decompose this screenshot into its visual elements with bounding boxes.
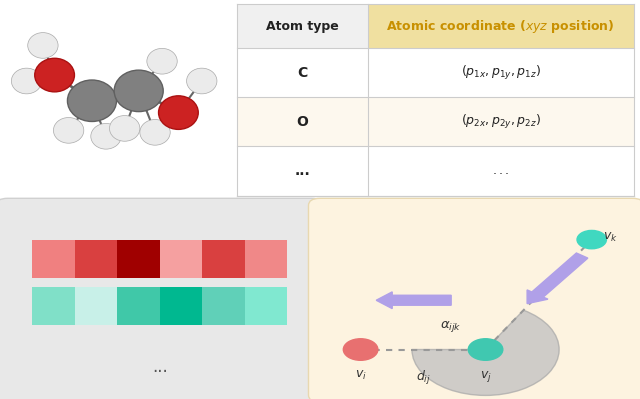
Text: $\alpha_{ijk}$: $\alpha_{ijk}$ <box>440 319 461 334</box>
Bar <box>117 287 160 325</box>
Text: $v_k$: $v_k$ <box>604 231 618 244</box>
Text: $(p_{2x}, p_{2y}, p_{2z})$: $(p_{2x}, p_{2y}, p_{2z})$ <box>461 113 541 131</box>
Bar <box>237 97 634 146</box>
Bar <box>244 239 287 278</box>
Bar <box>159 287 202 325</box>
Text: $d_{ij}$: $d_{ij}$ <box>415 369 431 387</box>
Bar <box>74 287 117 325</box>
Circle shape <box>468 339 503 360</box>
Bar <box>244 287 287 325</box>
Text: ...: ... <box>152 358 168 375</box>
Text: $v_j$: $v_j$ <box>479 369 492 384</box>
Wedge shape <box>412 310 559 395</box>
FancyArrow shape <box>376 292 451 309</box>
Circle shape <box>147 48 177 74</box>
Circle shape <box>577 231 607 249</box>
Text: Atom type: Atom type <box>266 20 339 32</box>
Text: C: C <box>297 65 307 80</box>
Circle shape <box>91 123 121 149</box>
Circle shape <box>159 96 198 129</box>
Bar <box>202 287 244 325</box>
Circle shape <box>53 118 84 143</box>
Text: $(p_{1x}, p_{1y}, p_{1z})$: $(p_{1x}, p_{1y}, p_{1z})$ <box>461 63 541 82</box>
Bar <box>237 4 368 48</box>
Bar <box>368 4 634 48</box>
Circle shape <box>140 120 170 145</box>
FancyArrow shape <box>527 253 588 304</box>
Circle shape <box>28 33 58 58</box>
Circle shape <box>109 116 140 141</box>
Circle shape <box>114 70 163 112</box>
Bar <box>32 287 74 325</box>
Text: ...: ... <box>294 164 310 178</box>
Circle shape <box>343 339 378 360</box>
FancyBboxPatch shape <box>0 198 323 399</box>
Circle shape <box>187 68 217 94</box>
Text: Atomic coordinate ($\it{xyz}$ position): Atomic coordinate ($\it{xyz}$ position) <box>387 18 615 35</box>
Bar <box>159 239 202 278</box>
Text: $v_i$: $v_i$ <box>355 369 367 382</box>
Bar <box>202 239 244 278</box>
Bar <box>237 146 634 196</box>
Bar <box>32 239 74 278</box>
Bar <box>237 48 634 97</box>
Text: O: O <box>296 115 308 129</box>
Bar <box>117 239 160 278</box>
Bar <box>74 239 117 278</box>
FancyBboxPatch shape <box>308 198 640 399</box>
Text: $...$: $...$ <box>492 164 509 178</box>
Circle shape <box>35 58 74 92</box>
Circle shape <box>12 68 42 94</box>
Circle shape <box>67 80 116 121</box>
